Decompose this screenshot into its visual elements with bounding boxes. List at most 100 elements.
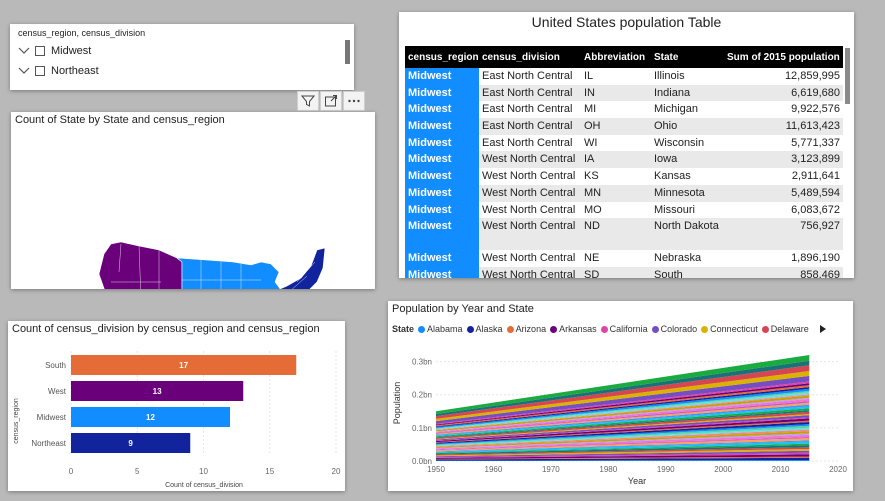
- area-series-band[interactable]: [436, 420, 810, 443]
- column-header[interactable]: State: [651, 46, 724, 68]
- bar-category-label: West: [48, 387, 67, 396]
- table-row[interactable]: Midwest West North Central ND North Dakota 7…: [405, 218, 843, 251]
- bar-west[interactable]: [71, 381, 244, 401]
- area-series-band[interactable]: [436, 406, 810, 437]
- area-series-band[interactable]: [436, 381, 810, 425]
- area-series-band[interactable]: [436, 437, 810, 451]
- area-series-band[interactable]: [436, 408, 810, 438]
- area-series-band[interactable]: [436, 410, 810, 438]
- column-header[interactable]: Sum of 2015 population: [724, 46, 843, 68]
- column-header[interactable]: census_division: [479, 46, 581, 68]
- map-region-northeast[interactable]: [273, 247, 326, 289]
- slicer-scrollbar[interactable]: [345, 40, 350, 64]
- table-row[interactable]: Midwest East North Central WI Wisconsin 5,77…: [405, 134, 843, 152]
- map-region-midwest[interactable]: [176, 257, 281, 289]
- table-row[interactable]: Midwest West North Central IA Iowa 3,123,899: [405, 151, 843, 169]
- area-series-band[interactable]: [436, 460, 810, 461]
- area-series-band[interactable]: [436, 411, 810, 439]
- table-row[interactable]: Midwest East North Central IN Indiana 6,619,…: [405, 84, 843, 102]
- table-scrollbar[interactable]: [845, 48, 850, 104]
- midwest-checkbox[interactable]: [35, 46, 45, 56]
- area-series-band[interactable]: [436, 452, 810, 458]
- area-series-band[interactable]: [436, 401, 810, 434]
- area-series-band[interactable]: [436, 415, 810, 441]
- table-row[interactable]: Midwest West North Central MO Missouri 6,083…: [405, 201, 843, 219]
- column-header[interactable]: Abbreviation: [581, 46, 651, 68]
- area-series-band[interactable]: [436, 413, 810, 440]
- slicer-item-midwest[interactable]: Midwest: [18, 43, 91, 59]
- table-row[interactable]: Midwest East North Central OH Ohio 11,613,42…: [405, 118, 843, 135]
- table-header-row: census_region census_division Abbreviati…: [405, 46, 843, 68]
- area-series-band[interactable]: [436, 425, 810, 446]
- legend-item[interactable]: Alabama: [418, 324, 463, 334]
- chevron-down-icon[interactable]: [18, 66, 30, 76]
- table-row[interactable]: Midwest East North Central MI Michigan 9,922…: [405, 101, 843, 119]
- area-series-band[interactable]: [436, 448, 810, 457]
- more-options-button[interactable]: [343, 91, 365, 111]
- area-series-band[interactable]: [436, 445, 810, 455]
- area-series-band[interactable]: [436, 450, 810, 458]
- area-series-band[interactable]: [436, 429, 810, 448]
- legend-item[interactable]: Arizona: [506, 324, 546, 334]
- area-series-band[interactable]: [436, 447, 810, 456]
- area-series-band[interactable]: [436, 398, 810, 433]
- area-series-band[interactable]: [436, 418, 810, 443]
- chevron-down-icon[interactable]: [18, 46, 30, 56]
- bar-northeast[interactable]: [71, 433, 191, 453]
- legend-item[interactable]: Arkansas: [550, 324, 597, 334]
- area-series-band[interactable]: [436, 388, 810, 429]
- area-series-band[interactable]: [436, 440, 810, 452]
- population-area-chart-visual: Population by Year and State State Alaba…: [388, 301, 853, 491]
- focus-mode-button[interactable]: [320, 91, 342, 111]
- area-series-band[interactable]: [436, 375, 810, 424]
- table-row[interactable]: Midwest West North Central MN Minnesota 5,48…: [405, 184, 843, 202]
- legend-item[interactable]: Alaska: [466, 324, 503, 334]
- map-region-west[interactable]: [98, 241, 183, 289]
- area-y-tick-label: 0.3bn: [412, 358, 432, 367]
- area-series-band[interactable]: [436, 441, 810, 453]
- area-series-band[interactable]: [436, 394, 810, 431]
- area-series-band[interactable]: [436, 397, 810, 432]
- area-series-band[interactable]: [436, 417, 810, 442]
- bar-data-label: 9: [128, 439, 133, 448]
- area-series-band[interactable]: [436, 383, 810, 426]
- legend-next-icon[interactable]: [819, 325, 827, 333]
- area-series-band[interactable]: [436, 431, 810, 449]
- bar-south[interactable]: [71, 355, 297, 375]
- area-series-band[interactable]: [436, 385, 810, 427]
- table-row[interactable]: Midwest East North Central IL Illinois 12,85…: [405, 68, 843, 85]
- area-series-band[interactable]: [436, 360, 810, 417]
- legend-item[interactable]: California: [600, 324, 648, 334]
- area-series-band[interactable]: [436, 421, 810, 444]
- filter-button[interactable]: [297, 91, 319, 111]
- northeast-checkbox[interactable]: [35, 66, 45, 76]
- area-series-band[interactable]: [436, 365, 810, 419]
- bar-midwest[interactable]: [71, 407, 230, 427]
- area-series-band[interactable]: [436, 456, 810, 460]
- table-row[interactable]: Midwest West North Central NE Nebraska 1,896…: [405, 250, 843, 267]
- area-series-band[interactable]: [436, 371, 810, 422]
- area-series-band[interactable]: [436, 424, 810, 445]
- area-x-tick-label: 1980: [599, 465, 617, 474]
- legend-item[interactable]: Connecticut: [701, 324, 758, 334]
- area-series-band[interactable]: [436, 404, 810, 436]
- area-series-band[interactable]: [436, 438, 810, 452]
- area-series-band[interactable]: [436, 457, 810, 461]
- area-series-band[interactable]: [436, 433, 810, 449]
- legend-item[interactable]: Delaware: [761, 324, 809, 334]
- area-series-band[interactable]: [436, 434, 810, 450]
- area-series-band[interactable]: [436, 443, 810, 454]
- area-series-band[interactable]: [436, 402, 810, 435]
- legend-item[interactable]: Colorado: [651, 324, 697, 334]
- table-row[interactable]: Midwest West North Central SD South 858,469: [405, 266, 843, 278]
- table-row[interactable]: Midwest West North Central KS Kansas 2,911,6…: [405, 168, 843, 185]
- column-header[interactable]: census_region: [405, 46, 479, 68]
- slicer-item-northeast[interactable]: Northeast: [18, 63, 99, 79]
- area-series-band[interactable]: [436, 427, 810, 447]
- area-series-band[interactable]: [436, 390, 810, 429]
- area-series-band[interactable]: [436, 354, 810, 414]
- area-series-band[interactable]: [436, 387, 810, 428]
- area-series-band[interactable]: [436, 454, 810, 459]
- area-series-band[interactable]: [436, 395, 810, 432]
- area-series-band[interactable]: [436, 392, 810, 430]
